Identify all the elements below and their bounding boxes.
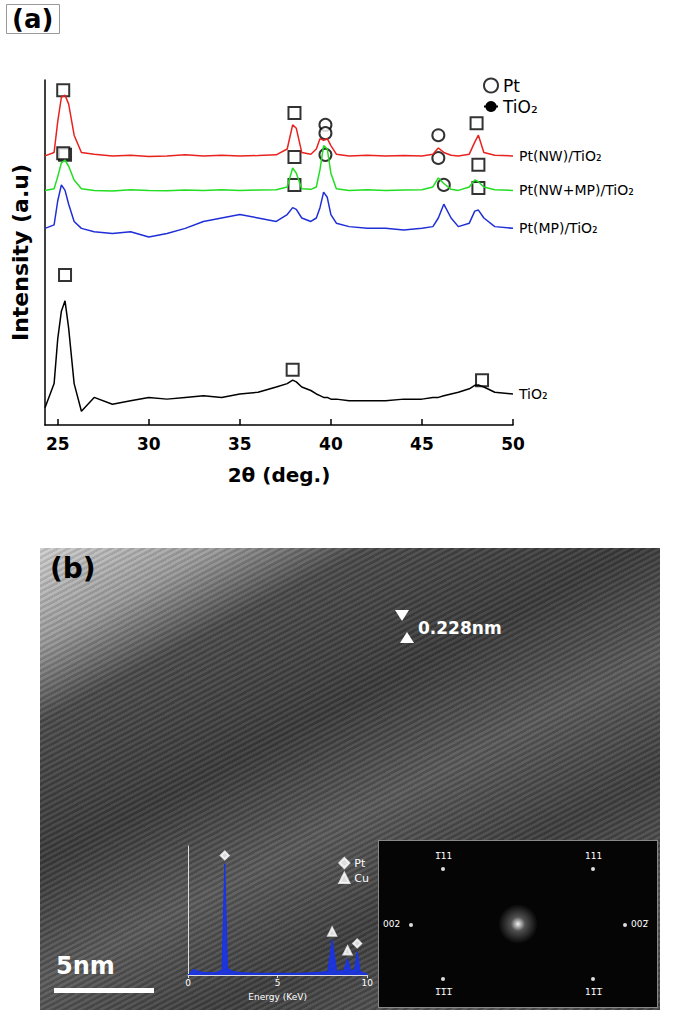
svg-text:0: 0 [185,978,191,988]
svg-text:40: 40 [319,434,343,454]
html-text:1̅11: 1̅11 [435,851,453,861]
svg-text:45: 45 [410,434,434,454]
svg-text:(a): (a) [12,4,53,34]
svg-text:5: 5 [275,978,281,988]
svg-text:25: 25 [46,434,70,454]
svg-text:Pt(NW)/TiO₂: Pt(NW)/TiO₂ [519,148,602,164]
svg-text:50: 50 [501,434,525,454]
svg-text:Energy (KeV): Energy (KeV) [248,992,307,1002]
svg-text:Pt: Pt [354,857,366,870]
svg-text:Cu: Cu [354,872,369,885]
svg-text:Intensity (a.u): Intensity (a.u) [8,164,33,341]
html-text:11̅1̅: 11̅1̅ [585,987,603,997]
svg-text:35: 35 [228,434,252,454]
html-text:111: 111 [585,851,603,861]
svg-text:30: 30 [137,434,161,454]
html-text:1̅1̅1̅: 1̅1̅1̅ [435,987,453,997]
svg-text:TiO₂: TiO₂ [502,97,538,117]
svg-text:TiO₂: TiO₂ [518,386,548,402]
svg-text:Pt(NW+MP)/TiO₂: Pt(NW+MP)/TiO₂ [519,182,634,198]
html-text:0.228nm: 0.228nm [418,618,502,638]
svg-text:Pt(MP)/TiO₂: Pt(MP)/TiO₂ [519,220,598,236]
html-text:002̅: 002̅ [631,919,649,929]
html-text:002: 002 [383,919,401,929]
svg-text:10: 10 [362,978,374,988]
html-text:(b): (b) [50,552,96,585]
html-text:5nm: 5nm [56,952,115,980]
svg-text:2θ (deg.): 2θ (deg.) [228,463,331,487]
svg-text:Pt: Pt [503,76,520,96]
